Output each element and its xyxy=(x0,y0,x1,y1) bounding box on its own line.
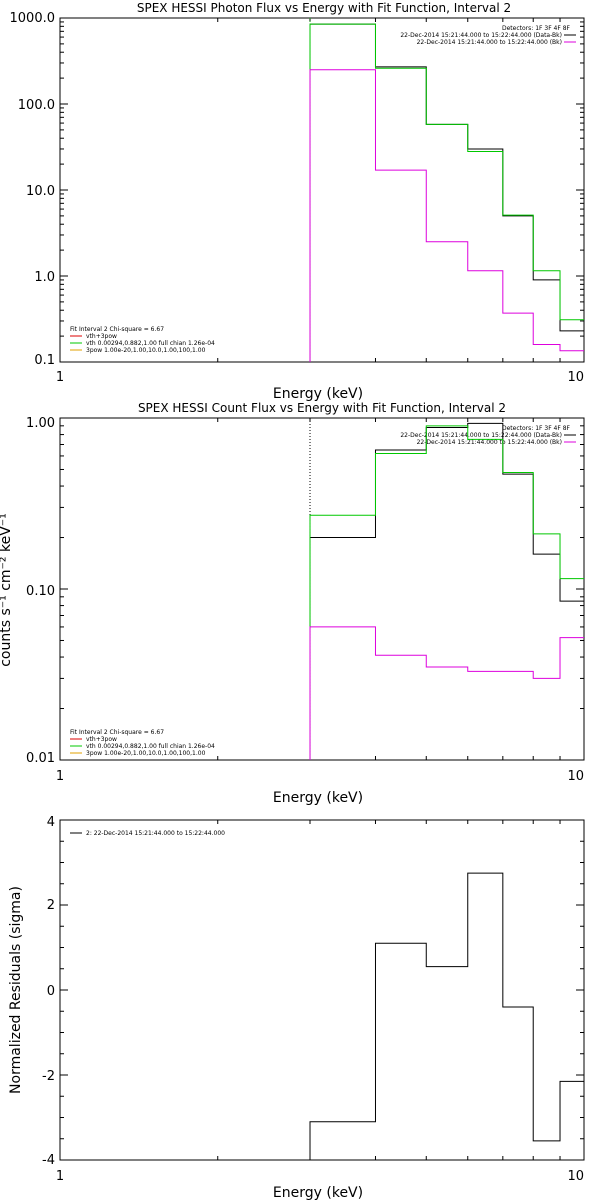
legend-top-right: Detectors: 1F 3F 4F 8F 22-Dec-2014 15:21… xyxy=(400,25,576,46)
legend-entry: Fit Interval 2 Chi-square = 6.67 xyxy=(70,729,164,736)
x-tick-label: 1 xyxy=(56,1169,64,1184)
x-axis-label: Energy (keV) xyxy=(273,1185,363,1200)
x-tick-label: 1 xyxy=(56,370,64,385)
legend-entry: vth 0.00294,0.882,1.00 full chian 1.26e-… xyxy=(86,340,215,347)
legend-entry: Detectors: 1F 3F 4F 8F xyxy=(502,25,571,32)
legend-bottom-left: Fit Interval 2 Chi-square = 6.67 vth+3po… xyxy=(70,326,215,354)
legend-top-left: 2: 22-Dec-2014 15:21:44.000 to 15:22:44.… xyxy=(70,830,225,837)
y-axis-label: counts s⁻¹ cm⁻² keV⁻¹ xyxy=(0,513,14,667)
y-tick-label: 2 xyxy=(47,898,55,913)
y-tick-label: 4 xyxy=(47,815,55,830)
legend-entry: 22-Dec-2014 15:21:44.000 to 15:22:44.000… xyxy=(400,432,562,439)
series-line xyxy=(309,23,584,362)
legend-entry: 3pow 1.00e-20,1.00,10.0,1.00,100,1.00 xyxy=(86,750,206,757)
y-axis-label: Normalized Residuals (sigma) xyxy=(8,886,24,1094)
x-tick-label: 10 xyxy=(567,370,584,385)
x-axis-label: Energy (keV) xyxy=(273,790,363,806)
panel-title: SPEX HESSI Photon Flux vs Energy with Fi… xyxy=(137,1,511,15)
y-tick-label: 1000.0 xyxy=(10,11,56,26)
y-tick-label: -4 xyxy=(42,1153,55,1168)
residuals-panel: 4 2 0 -2 -4 1 10 Energy (keV) Normalized… xyxy=(8,815,585,1200)
y-tick-label: 0.01 xyxy=(26,751,55,766)
y-tick-label: 10.0 xyxy=(26,184,55,199)
series-line xyxy=(309,626,584,760)
legend-entry: 22-Dec-2014 15:21:44.000 to 15:22:44.000… xyxy=(400,32,562,39)
legend-entry: Fit Interval 2 Chi-square = 6.67 xyxy=(70,326,164,333)
legend-bottom-left: Fit Interval 2 Chi-square = 6.67 vth+3po… xyxy=(70,729,215,757)
legend-top-right: Detectors: 1F 3F 4F 8F 22-Dec-2014 15:21… xyxy=(400,425,576,446)
plot-frame xyxy=(59,819,585,1161)
x-axis-label: Energy (keV) xyxy=(273,386,363,402)
x-tick-label: 10 xyxy=(567,1169,584,1184)
plot-frame xyxy=(59,417,585,761)
legend-entry: 2: 22-Dec-2014 15:21:44.000 to 15:22:44.… xyxy=(86,830,225,837)
y-tick-label: 0 xyxy=(47,984,55,999)
photon-flux-panel: SPEX HESSI Photon Flux vs Energy with Fi… xyxy=(10,1,585,402)
series-line xyxy=(309,422,584,760)
y-tick-label: 100.0 xyxy=(18,98,55,113)
x-tick-label: 1 xyxy=(56,769,64,784)
legend-entry: Detectors: 1F 3F 4F 8F xyxy=(502,425,571,432)
series-line xyxy=(309,69,584,362)
y-tick-label: -2 xyxy=(42,1069,55,1084)
legend-entry: 22-Dec-2014 15:21:44.000 to 15:22:44.000… xyxy=(417,439,562,446)
series-line xyxy=(309,425,584,760)
series-line xyxy=(309,23,584,362)
y-tick-label: 1.0 xyxy=(34,270,55,285)
legend-entry: vth+3pow xyxy=(86,333,117,340)
series-line xyxy=(309,872,584,1160)
y-tick-label: 1.00 xyxy=(26,416,55,431)
legend-entry: vth 0.00294,0.882,1.00 full chian 1.26e-… xyxy=(86,743,215,750)
legend-entry: 22-Dec-2014 15:21:44.000 to 15:22:44.000… xyxy=(417,39,562,46)
x-tick-label: 10 xyxy=(567,769,584,784)
y-tick-label: 0.1 xyxy=(34,353,55,368)
count-flux-panel: SPEX HESSI Count Flux vs Energy with Fit… xyxy=(0,401,585,806)
y-tick-label: 0.10 xyxy=(26,584,55,599)
legend-entry: 3pow 1.00e-20,1.00,10.0,1.00,100,1.00 xyxy=(86,347,206,354)
legend-entry: vth+3pow xyxy=(86,736,117,743)
panel-title: SPEX HESSI Count Flux vs Energy with Fit… xyxy=(138,401,506,415)
